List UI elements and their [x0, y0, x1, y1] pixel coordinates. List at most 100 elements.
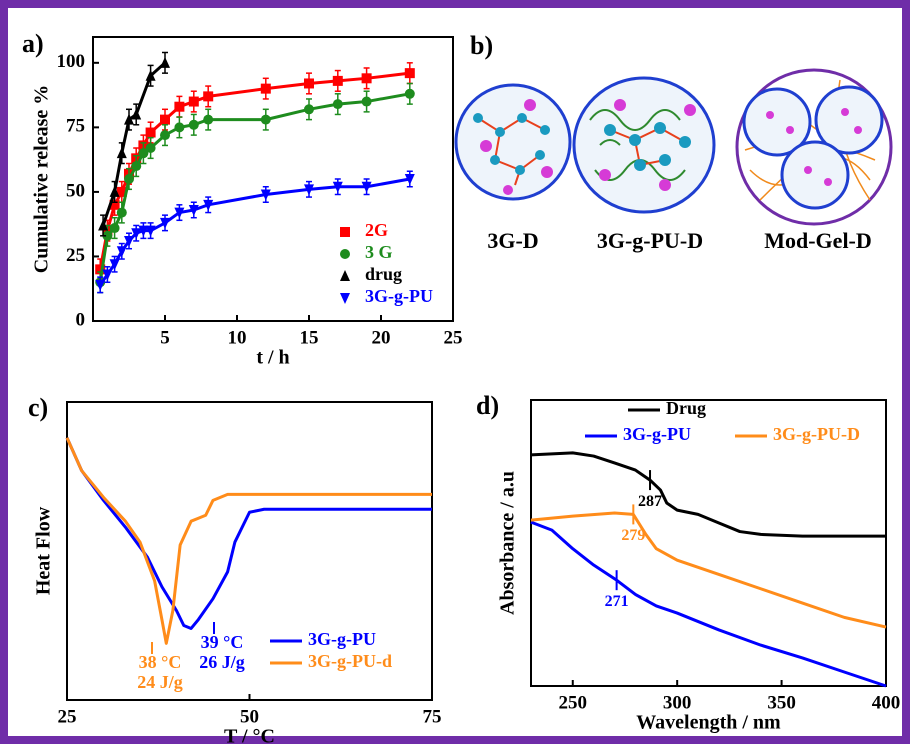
legend-marker [340, 227, 350, 237]
point [203, 91, 214, 102]
legend-label: 3G-g-PU-d [308, 651, 392, 671]
point [332, 99, 343, 110]
point [160, 217, 170, 229]
peak-label: 287 [638, 493, 662, 510]
point [116, 246, 127, 258]
legend-marker [340, 270, 350, 281]
peak-label: 39 °C [201, 632, 244, 652]
x-tick-label: 400 [872, 692, 901, 713]
legend-label: 3G-g-PU [365, 286, 433, 306]
panel-label: b) [470, 31, 493, 60]
x-tick-label: 20 [372, 327, 391, 348]
x-tick-label: 250 [559, 692, 588, 713]
particle [814, 85, 884, 155]
point [102, 269, 113, 281]
point [95, 264, 106, 275]
legend-label: 3G-g-PU-D [773, 424, 860, 444]
point [124, 235, 134, 247]
x-axis-label: T / °C [224, 726, 275, 744]
point [145, 127, 156, 138]
legend-marker [340, 293, 350, 304]
diagram-item: 3G-g-PU-D [597, 228, 703, 253]
point [188, 119, 199, 130]
y-tick-label: 75 [66, 116, 85, 137]
point [109, 259, 120, 271]
point [145, 69, 156, 81]
panel-label: a) [22, 29, 44, 58]
peak-label: 271 [605, 593, 629, 610]
point [124, 174, 134, 184]
drug-spots [599, 99, 696, 191]
x-tick-label: 15 [300, 327, 319, 348]
point [145, 143, 156, 154]
point [361, 96, 372, 107]
point [203, 199, 214, 211]
particle [742, 87, 812, 157]
drug-spots [766, 108, 862, 186]
y-tick-label: 0 [76, 309, 86, 330]
enthalpy-label: 26 J/g [199, 652, 245, 672]
point [404, 68, 415, 79]
point [116, 186, 127, 197]
point [138, 225, 149, 237]
series-line [65, 437, 432, 645]
point [174, 122, 185, 133]
point [95, 279, 106, 291]
point [109, 199, 120, 210]
legend-label: 2G [365, 220, 388, 240]
point [361, 73, 372, 84]
x-tick-label: 350 [767, 692, 796, 713]
legend-label: Drug [666, 398, 706, 418]
particle [454, 83, 572, 201]
legend-marker [340, 249, 350, 259]
x-axis-label: t / h [256, 347, 289, 369]
particle [780, 140, 850, 210]
x-tick-label: 300 [663, 692, 692, 713]
plot-frame [530, 399, 887, 687]
point [116, 207, 127, 218]
point [124, 113, 134, 125]
peak-label: 38 °C [139, 652, 182, 672]
point [138, 148, 149, 159]
diagram-item: 3G-D [487, 228, 538, 253]
y-tick-label: 25 [66, 245, 85, 266]
x-tick-label: 25 [444, 327, 463, 348]
point [404, 174, 415, 185]
point [109, 223, 120, 234]
point [174, 101, 185, 112]
point [131, 108, 142, 120]
y-axis-label: Cumulative release % [31, 85, 53, 274]
x-tick-label: 25 [58, 706, 77, 727]
point [332, 181, 343, 193]
x-tick-label: 75 [423, 706, 442, 727]
point [145, 225, 156, 237]
point [304, 184, 314, 196]
x-tick-label: 10 [228, 327, 247, 348]
series-line [530, 511, 887, 629]
panel-label: c) [28, 393, 48, 422]
y-tick-label: 50 [66, 180, 85, 201]
point [102, 230, 113, 241]
legend-label: 3G-g-PU [623, 424, 691, 444]
point [304, 104, 314, 115]
diagram-item: Mod-Gel-D [764, 228, 872, 253]
point [304, 78, 314, 89]
point [98, 219, 109, 231]
series-line [530, 451, 886, 538]
x-tick-label: 5 [160, 327, 170, 348]
nodes [473, 113, 550, 175]
panel-label: d) [476, 391, 499, 420]
legend-label: drug [365, 264, 402, 284]
point [131, 161, 142, 172]
peak-label: 279 [621, 527, 645, 544]
enthalpy-label: 24 J/g [137, 672, 183, 692]
x-tick-label: 50 [240, 706, 259, 727]
point [174, 207, 185, 219]
point [361, 181, 372, 193]
point [188, 96, 199, 107]
legend-label: 3 G [365, 242, 393, 262]
nodes [604, 122, 691, 171]
y-tick-label: 100 [57, 51, 86, 72]
y-axis-label: Absorbance / a.u [497, 471, 519, 615]
